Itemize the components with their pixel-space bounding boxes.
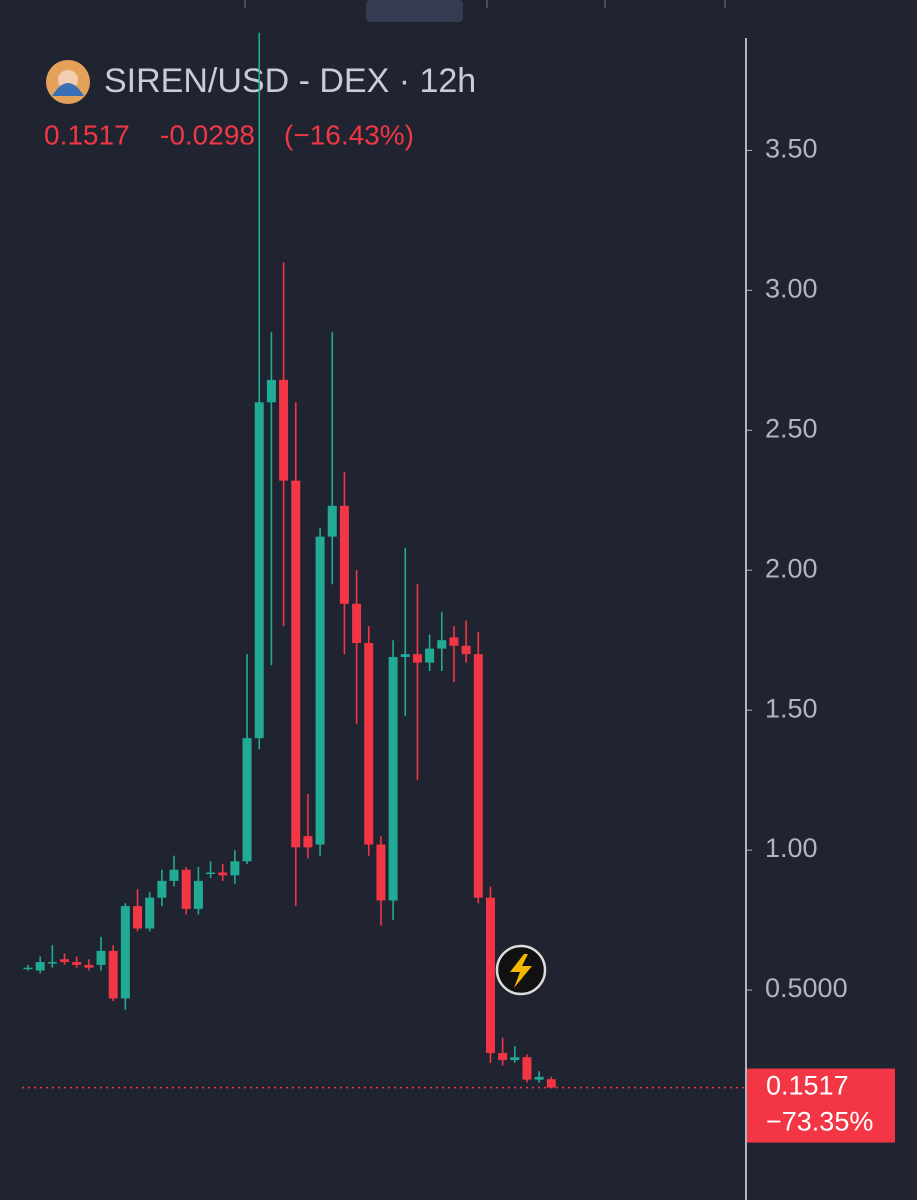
candle-body <box>315 536 325 845</box>
price-label-box <box>747 1068 895 1143</box>
last-price: 0.1517 <box>44 119 130 150</box>
candle-body <box>400 654 410 657</box>
candle-body <box>206 872 216 875</box>
candle-body <box>522 1057 532 1080</box>
candle-body <box>510 1057 520 1061</box>
candle-body <box>193 880 203 909</box>
candle-body <box>437 640 447 649</box>
candle-body <box>60 959 70 963</box>
y-tick-label: 0.5000 <box>765 973 848 1003</box>
candle-body <box>254 402 264 739</box>
candles <box>23 32 556 1089</box>
y-tick-label: 3.00 <box>765 273 818 303</box>
candle-body <box>473 654 483 898</box>
candle-body <box>108 950 118 999</box>
candle-body <box>23 967 33 970</box>
candle-body <box>145 897 155 929</box>
candle-body <box>449 637 459 646</box>
candle-body <box>35 962 45 971</box>
candle-body <box>376 844 386 901</box>
candle-body <box>84 964 94 968</box>
candle-body <box>339 505 349 604</box>
candle-body <box>279 379 289 481</box>
avatar <box>46 60 90 104</box>
chart-title: SIREN/USD - DEX · 12h <box>104 62 476 100</box>
candle-body <box>120 906 130 999</box>
candle-body <box>425 648 435 663</box>
candle-body <box>133 906 143 929</box>
candle-body <box>303 836 313 848</box>
price-label: 0.1517 <box>766 1071 849 1101</box>
tab-indicator <box>366 0 463 22</box>
y-tick-label: 3.50 <box>765 133 818 163</box>
candle-body <box>498 1053 508 1061</box>
y-tick-label: 2.00 <box>765 553 818 583</box>
candle-body <box>169 869 179 881</box>
candle-body <box>218 872 228 876</box>
candle-body <box>461 645 471 655</box>
candle-body <box>157 880 167 898</box>
candle-body <box>412 654 422 663</box>
candle-body <box>242 738 252 862</box>
price-change-label: −73.35% <box>766 1107 873 1137</box>
candle-body <box>485 897 495 1054</box>
candle-body <box>364 642 374 845</box>
candle-body <box>181 869 191 909</box>
candle-body <box>546 1079 556 1088</box>
candle-body <box>230 861 240 876</box>
y-tick-label: 1.00 <box>765 833 818 863</box>
top-dividers <box>244 0 726 8</box>
change: -0.0298 <box>160 119 255 150</box>
candle-body <box>352 603 362 643</box>
candle-body <box>388 656 398 901</box>
y-tick-label: 2.50 <box>765 413 818 443</box>
candle-body <box>96 950 106 965</box>
candle-body <box>266 379 276 403</box>
candle-body <box>47 962 57 964</box>
change-percent: (−16.43%) <box>284 119 414 150</box>
candle-body <box>534 1076 544 1080</box>
candle-body <box>291 480 301 848</box>
lightning-badge <box>495 944 547 996</box>
y-tick-label: 1.50 <box>765 693 818 723</box>
candle-body <box>327 505 337 537</box>
candle-body <box>72 962 82 965</box>
